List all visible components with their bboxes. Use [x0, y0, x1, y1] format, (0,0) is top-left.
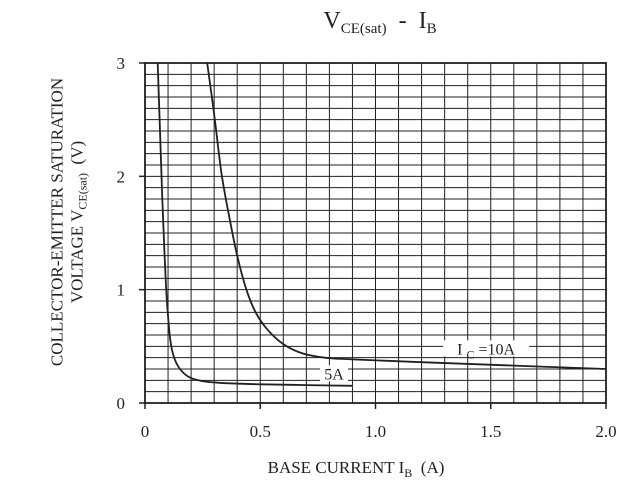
curve-series-2 [206, 62, 607, 370]
y-tick-label: 2 [117, 167, 126, 186]
x-tick-label: 1.5 [480, 422, 501, 441]
x-tick-label: 1.0 [365, 422, 386, 441]
series-label-background [443, 340, 530, 357]
x-tick-label: 2.0 [595, 422, 616, 441]
series-label: I C =10A [457, 341, 515, 361]
x-tick-label: 0.5 [250, 422, 271, 441]
y-tick-label: 3 [117, 54, 126, 73]
series-label-background [320, 365, 349, 382]
y-tick-label: 1 [117, 281, 126, 300]
series-label: 5A [324, 366, 344, 383]
x-tick-label: 0 [141, 422, 150, 441]
curve-series-1 [156, 62, 353, 387]
chart-title: VCE(sat) - IB [323, 8, 437, 37]
y-tick-label: 0 [117, 394, 126, 413]
x-axis-title: BASE CURRENT IB (A) [267, 458, 445, 480]
